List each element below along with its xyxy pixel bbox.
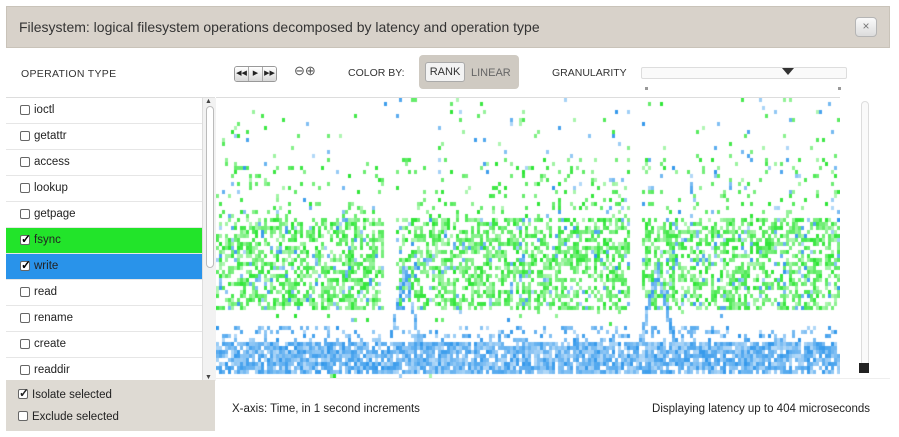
granularity-slider[interactable]	[641, 67, 847, 79]
operation-item-write[interactable]: ✓ write	[6, 254, 202, 280]
scroll-up-icon[interactable]: ▲	[205, 98, 212, 105]
color-by-toggle: RANK LINEAR	[419, 55, 519, 89]
exclude-selected-option[interactable]: Exclude selected	[18, 411, 119, 423]
operation-label: ioctl	[34, 104, 55, 116]
rewind-icon[interactable]: ◀◀	[235, 67, 249, 81]
operation-header-label: OPERATION TYPE	[21, 68, 117, 80]
play-icon[interactable]: ▶	[249, 67, 263, 81]
exclude-selected-label: Exclude selected	[32, 411, 119, 423]
operation-checkbox-access[interactable]	[20, 157, 30, 167]
latency-heatmap[interactable]	[216, 97, 840, 378]
latency-range-track[interactable]	[861, 101, 869, 366]
color-by-linear-button[interactable]: LINEAR	[471, 67, 511, 79]
xaxis-description: X-axis: Time, in 1 second increments	[232, 403, 420, 415]
operation-label: getpage	[34, 208, 76, 220]
operation-label: access	[34, 156, 70, 168]
exclude-selected-checkbox[interactable]	[18, 411, 28, 421]
isolate-selected-option[interactable]: ✓ Isolate selected	[18, 386, 112, 401]
latency-range-handle[interactable]	[859, 363, 869, 373]
operation-item-ioctl[interactable]: ioctl	[6, 98, 202, 124]
operation-checkbox-ioctl[interactable]	[20, 105, 30, 115]
close-button[interactable]: ×	[855, 17, 877, 37]
operation-item-rename[interactable]: rename	[6, 306, 202, 332]
operation-checkbox-read[interactable]	[20, 287, 30, 297]
operation-checkbox-fsync[interactable]: ✓	[20, 232, 32, 246]
operation-checkbox-lookup[interactable]	[20, 183, 30, 193]
scroll-down-icon[interactable]: ▼	[205, 374, 212, 381]
operation-checkbox-rename[interactable]	[20, 313, 30, 323]
zoom-controls: ⊖⊕	[294, 63, 316, 79]
checkmark-icon: ✓	[21, 258, 32, 272]
operation-checkbox-getattr[interactable]	[20, 131, 30, 141]
operation-label: readdir	[34, 364, 70, 376]
granularity-max-marker	[838, 87, 841, 90]
latency-range-description: Displaying latency up to 404 microsecond…	[652, 403, 870, 415]
selection-options: ✓ Isolate selected Exclude selected	[6, 380, 215, 431]
operation-checkbox-create[interactable]	[20, 339, 30, 349]
operation-item-create[interactable]: create	[6, 332, 202, 358]
operation-label: fsync	[34, 234, 61, 246]
operation-checkbox-write[interactable]: ✓	[20, 258, 32, 272]
granularity-label: GRANULARITY	[552, 67, 627, 79]
zoom-in-icon[interactable]: ⊕	[304, 63, 316, 78]
fast-forward-icon[interactable]: ▶▶	[263, 67, 276, 81]
operation-checkbox-getpage[interactable]	[20, 209, 30, 219]
operation-label: rename	[34, 312, 73, 324]
zoom-out-icon[interactable]: ⊖	[294, 63, 305, 78]
window-title: Filesystem: logical filesystem operation…	[19, 19, 540, 35]
scroll-thumb[interactable]	[206, 106, 214, 268]
isolate-selected-checkbox[interactable]: ✓	[18, 386, 30, 400]
checkmark-icon: ✓	[21, 232, 32, 246]
operation-label: create	[34, 338, 66, 350]
operation-panel: OPERATION TYPE ioctl getattr access lookup g…	[6, 49, 216, 431]
operation-item-getpage[interactable]: getpage	[6, 202, 202, 228]
operation-item-fsync[interactable]: ✓ fsync	[6, 228, 202, 254]
color-by-rank-button[interactable]: RANK	[425, 62, 465, 82]
operation-label: lookup	[34, 182, 68, 194]
color-by-label: COLOR BY:	[348, 67, 405, 79]
operation-item-lookup[interactable]: lookup	[6, 176, 202, 202]
latency-heatmap-canvas[interactable]	[216, 98, 840, 378]
operation-label: getattr	[34, 130, 67, 142]
operation-label: read	[34, 286, 58, 298]
operation-item-getattr[interactable]: getattr	[6, 124, 202, 150]
operation-item-read[interactable]: read	[6, 280, 202, 306]
operation-checkbox-readdir[interactable]	[20, 365, 30, 375]
close-icon: ×	[862, 19, 870, 33]
operation-list: ioctl getattr access lookup getpage ✓ fsync ✓ wr…	[6, 98, 202, 429]
granularity-min-marker	[645, 87, 648, 90]
heatmap-toolbar: ◀◀ ▶ ▶▶ ⊖⊕ COLOR BY: RANK LINEAR GRANULA…	[216, 49, 890, 97]
title-bar: Filesystem: logical filesystem operation…	[6, 6, 890, 48]
latency-range-scrollbar[interactable]	[852, 97, 880, 377]
playback-controls: ◀◀ ▶ ▶▶	[234, 66, 277, 82]
granularity-slider-thumb[interactable]	[782, 68, 795, 75]
heatmap-footer: X-axis: Time, in 1 second increments Dis…	[216, 378, 890, 432]
isolate-selected-label: Isolate selected	[32, 389, 112, 401]
operation-list-scrollbar[interactable]: ▲ ▼	[202, 98, 216, 381]
operation-item-access[interactable]: access	[6, 150, 202, 176]
operation-header: OPERATION TYPE	[6, 49, 215, 98]
operation-label: write	[34, 260, 59, 272]
